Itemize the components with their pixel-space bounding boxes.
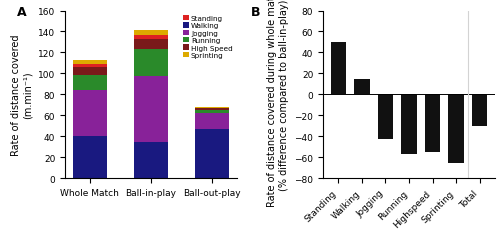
Text: B: B [251, 6, 260, 19]
Bar [196, 110, 229, 114]
Bar [448, 95, 464, 163]
Bar [378, 95, 393, 139]
Y-axis label: Rate of distance covered during whole match
(% difference compared to ball-in-pl: Rate of distance covered during whole ma… [267, 0, 288, 206]
Bar [472, 95, 487, 126]
Bar [134, 31, 168, 36]
Bar [134, 142, 168, 179]
Bar [73, 75, 106, 91]
Bar [134, 36, 168, 40]
Bar [196, 109, 229, 110]
Bar [425, 95, 440, 153]
Legend: Standing, Walking, Jogging, Running, High Speed, Sprinting: Standing, Walking, Jogging, Running, Hig… [182, 15, 234, 59]
Bar [73, 61, 106, 65]
Bar [354, 79, 370, 95]
Bar [73, 65, 106, 68]
Bar [73, 137, 106, 179]
Bar [134, 76, 168, 142]
Bar [402, 95, 416, 155]
Bar [73, 68, 106, 75]
Bar [73, 91, 106, 137]
Bar [196, 130, 229, 179]
Bar [134, 40, 168, 50]
Bar [196, 114, 229, 130]
Text: A: A [17, 6, 26, 19]
Bar [196, 108, 229, 109]
Y-axis label: Rate of distance covered
(m.min⁻¹): Rate of distance covered (m.min⁻¹) [11, 35, 32, 155]
Bar [196, 107, 229, 108]
Bar [331, 43, 346, 95]
Bar [134, 50, 168, 76]
